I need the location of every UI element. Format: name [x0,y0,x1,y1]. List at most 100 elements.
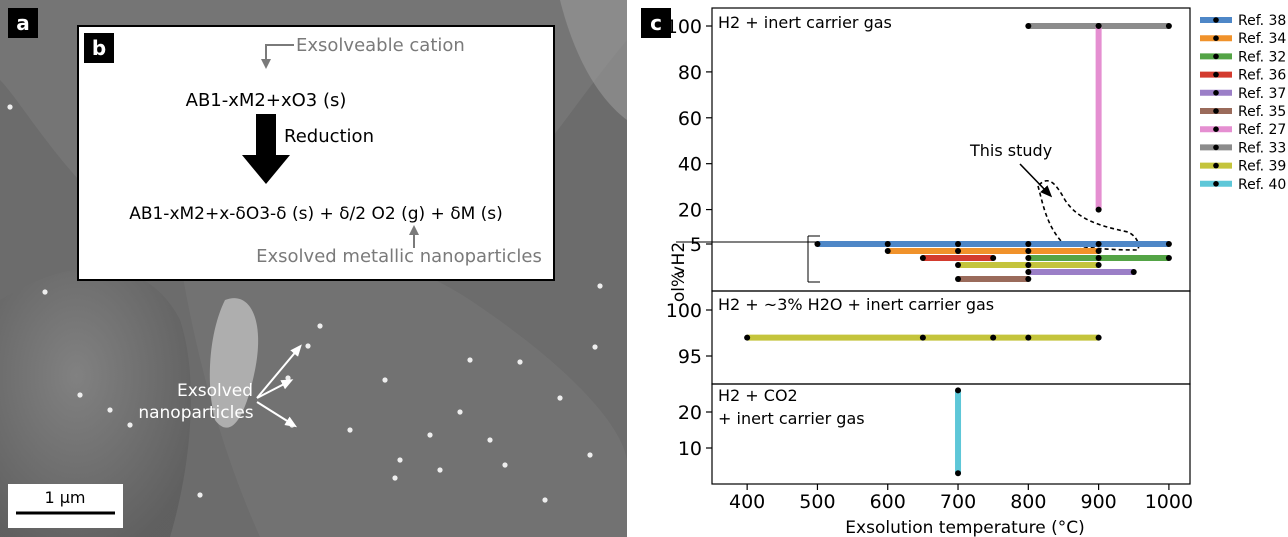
subplot-frame [711,383,1191,485]
nanoparticle [197,492,203,498]
reactant-formula: AB1-xM2+xO3 (s) [186,90,347,111]
x-tick-label: 700 [940,491,976,513]
subplot-title: H2 + inert carrier gas [718,13,892,32]
nanoparticle [597,283,603,289]
legend-marker [1213,90,1219,96]
data-point [1165,241,1172,247]
data-point [744,334,751,341]
scale-bar-label: 1 µm [44,488,85,507]
data-point [990,255,997,261]
data-point [955,248,962,254]
data-point [1095,241,1102,247]
data-point [955,241,962,247]
nanoparticle [427,432,433,438]
exsolved-annotation-line1: Exsolved [177,381,253,401]
data-point [990,334,997,341]
data-point [1095,255,1102,261]
legend-label: Ref. 37 [1238,86,1286,102]
data-point [1025,255,1032,261]
data-point [1165,23,1172,29]
y-tick-label: 40 [678,154,702,176]
legend-label: Ref. 33 [1238,140,1286,156]
legend-label: Ref. 40 [1238,177,1286,193]
scheme-box [77,25,555,281]
nanoparticle [347,427,353,433]
nanoparticle [517,359,523,365]
data-point [955,387,962,394]
y-tick-label: 10 [678,438,702,460]
legend-marker [1213,126,1219,132]
cation-arrow [261,44,294,69]
nanoparticle [127,422,133,428]
data-point [1095,262,1102,268]
legend-marker [1213,35,1219,41]
y-tick-label: 5 [690,234,702,256]
panel-label-box [641,8,671,38]
data-point [1165,255,1172,261]
panel-b-scheme: b Exsolveable cation AB1-xM2+xO3 (s) Red… [77,25,555,281]
nanoparticle [305,343,311,349]
data-point [1095,334,1102,341]
x-tick-label: 400 [729,491,765,513]
this-study-region [1037,180,1140,251]
data-point [1025,23,1032,29]
product-note: Exsolved metallic nanoparticles [256,246,542,267]
sem-grain [180,243,627,537]
data-point [1025,241,1032,247]
nanoparticle [42,289,48,295]
this-study-label: This study [969,141,1052,160]
sem-grain [560,0,627,120]
nanoparticle [397,457,403,463]
chart-area: 5 20 40 60 80 100 95 100 10 20 400 500 600 700 800 900 1… [666,7,1193,513]
y-tick-label: 20 [678,402,702,424]
legend-label: Ref. 38 [1238,13,1286,29]
data-point [1025,269,1032,275]
data-point [1025,262,1032,268]
legend-marker [1213,53,1219,60]
panel-c-label: c [650,11,662,35]
y-axis-label: vol% H2 [669,242,689,302]
panel-c-chart: c 5 20 40 60 80 100 95 100 10 20 400 500 600 700 800 90… [641,7,1286,537]
y-tick-label: 60 [678,108,702,130]
data-point [1095,23,1102,29]
subplot-title: H2 + ~3% H2O + inert carrier gas [718,295,994,314]
nanoparticle [392,475,398,481]
legend-label: Ref. 35 [1238,104,1286,120]
legend-label: Ref. 34 [1238,31,1286,47]
legend-marker [1213,71,1219,78]
y-tick-label: 100 [666,300,702,322]
annotation-arrow [256,344,302,399]
y-tick-label: 100 [666,16,702,38]
nanoparticle [587,452,593,458]
legend-label: Ref. 32 [1238,49,1286,65]
nanoparticle [7,104,13,110]
data-point [1025,248,1032,254]
reduction-label: Reduction [284,126,374,147]
this-study-arrow [1019,163,1053,198]
data-point [955,276,962,282]
legend-label: Ref. 36 [1238,68,1286,84]
legend-marker [1213,144,1219,151]
data-point [955,470,962,477]
panel-a-label: a [16,11,30,35]
nanoparticle [107,407,113,413]
nanoparticle [467,357,473,363]
nanoparticle [382,377,388,383]
y-tick-label: 80 [678,62,702,84]
x-tick-label: 600 [870,491,906,513]
nanoparticle [502,462,508,468]
legend-marker [1213,108,1219,114]
scale-bar-box [8,484,123,528]
panel-b-label: b [92,36,106,60]
data-point [919,334,926,341]
x-tick-label: 500 [799,491,835,513]
data-point [919,255,926,261]
legend-marker [1213,17,1219,23]
data-point [1025,276,1032,282]
subplot-title: + inert carrier gas [718,409,865,428]
y-tick-label: 95 [678,346,702,368]
legend-label: Ref. 27 [1238,122,1286,138]
nanoparticle [317,323,323,329]
data-point [814,241,821,247]
annotation-arrow [256,379,294,399]
